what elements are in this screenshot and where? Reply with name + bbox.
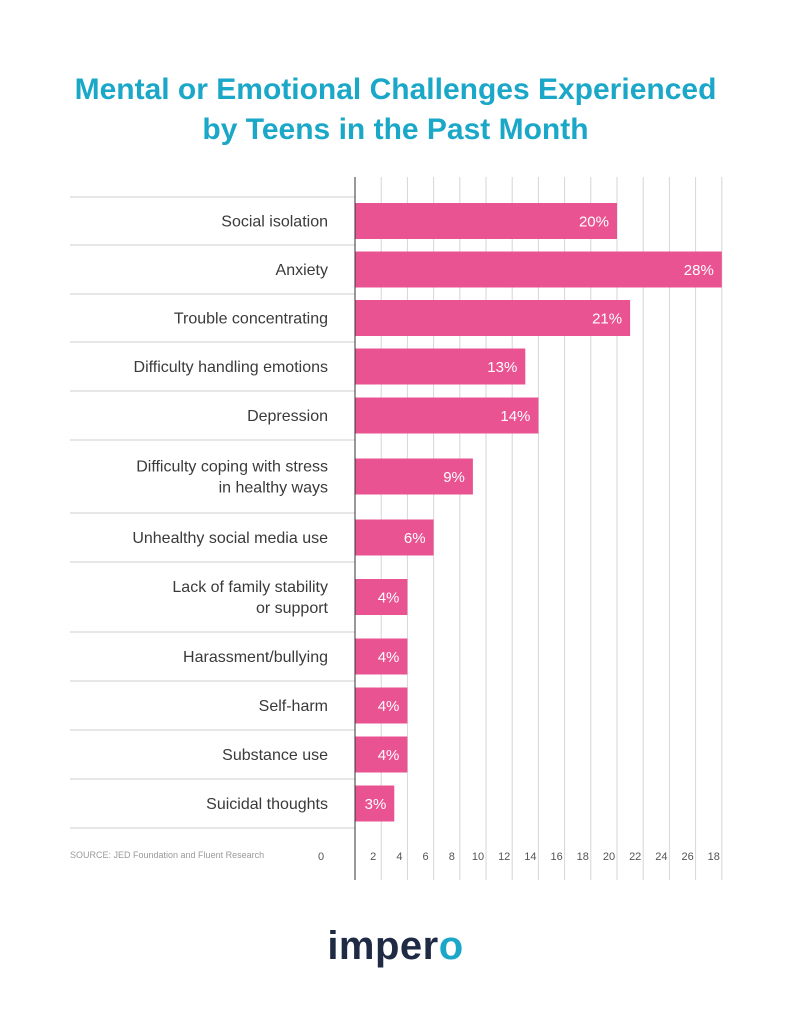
category-label-line: Self-harm <box>259 698 328 715</box>
bar <box>355 638 408 675</box>
category-label-line: Anxiety <box>276 262 328 279</box>
x-tick-label: 12 <box>498 851 510 863</box>
category-label-line: in healthy ways <box>219 480 328 497</box>
bar <box>355 687 408 724</box>
bar-value-label: 28% <box>684 262 714 279</box>
bar <box>355 348 526 385</box>
category-label: Suicidal thoughts <box>206 796 328 813</box>
row-dividers <box>70 196 355 829</box>
category-label: Difficulty handling emotions <box>134 359 328 376</box>
category-labels: Social isolation Anxiety Trouble concentra… <box>132 214 328 814</box>
bar-value-label: 14% <box>500 408 530 425</box>
source-note: SOURCE: JED Foundation and Fluent Resear… <box>70 850 264 860</box>
logo-accent: o <box>438 924 464 968</box>
x-tick-label: 0 <box>318 851 324 863</box>
category-label-line: Harassment/bullying <box>183 649 328 666</box>
bar-value-label: 13% <box>487 359 517 376</box>
category-label: Harassment/bullying <box>183 649 328 666</box>
chart-title-line-1: Mental or Emotional Challenges Experienc… <box>74 73 717 106</box>
category-label-line: Difficulty handling emotions <box>134 359 328 376</box>
x-tick-label: 22 <box>629 851 641 863</box>
category-label: Difficulty coping with stress in healthy … <box>136 459 328 497</box>
category-label: Lack of family stability or support <box>172 579 328 617</box>
bar <box>355 397 539 434</box>
bar <box>355 736 408 773</box>
category-label-line: Suicidal thoughts <box>206 796 328 813</box>
category-label: Anxiety <box>276 262 328 279</box>
bar <box>355 519 434 556</box>
x-tick-label: 16 <box>550 851 562 863</box>
category-label-line: or support <box>256 600 329 617</box>
chart-title: Mental or Emotional Challenges Experienc… <box>0 70 791 150</box>
x-tick-label: 20 <box>603 851 615 863</box>
x-tick-label: 6 <box>423 851 429 863</box>
category-label-line: Lack of family stability <box>172 579 328 596</box>
bar-value-label: 4% <box>378 747 400 764</box>
x-tick-label: 4 <box>396 851 402 863</box>
x-tick-label: 14 <box>524 851 536 863</box>
x-tick-label: 10 <box>472 851 484 863</box>
bar <box>355 251 722 288</box>
bar-value-label: 20% <box>579 214 609 231</box>
bar <box>355 203 617 239</box>
impero-logo: impero <box>0 924 791 969</box>
bar <box>355 300 631 336</box>
category-label-line: Social isolation <box>221 214 328 231</box>
category-label-line: Substance use <box>222 747 328 764</box>
bar-value-label: 9% <box>443 469 465 486</box>
category-label-line: Depression <box>247 408 328 425</box>
category-label: Social isolation <box>221 214 328 231</box>
category-label-line: Trouble concentrating <box>174 311 328 328</box>
bar-value-label: 6% <box>404 530 426 547</box>
bar-value-label: 3% <box>365 796 387 813</box>
bar <box>355 785 395 822</box>
bar-value-label: 21% <box>592 311 622 328</box>
chart-title-line-2: by Teens in the Past Month <box>202 113 589 146</box>
category-label-line: Difficulty coping with stress <box>136 459 328 476</box>
gridlines <box>380 177 723 880</box>
x-tick-label: 26 <box>681 851 693 863</box>
x-tick-label: 24 <box>655 851 667 863</box>
category-label: Unhealthy social media use <box>132 530 328 547</box>
x-tick-label: 8 <box>449 851 455 863</box>
bar <box>355 579 408 615</box>
x-tick-label: 2 <box>370 851 376 863</box>
bar-value-label: 4% <box>378 649 400 666</box>
category-label: Self-harm <box>259 698 328 715</box>
bars: 20% 28% 21% 13% 14% 9% 6% 4% 4% 4% 4% 3% <box>355 203 722 822</box>
bar-value-label: 4% <box>378 698 400 715</box>
x-axis-ticks: 0 2 4 6 8 10 12 14 16 18 20 22 24 26 18 <box>318 851 720 863</box>
category-label: Substance use <box>222 747 328 764</box>
bar-value-label: 4% <box>378 590 400 607</box>
bar <box>355 458 473 495</box>
category-label-line: Unhealthy social media use <box>132 530 328 547</box>
category-label: Trouble concentrating <box>174 311 328 328</box>
logo-text: imper <box>327 924 439 968</box>
x-tick-label: 18 <box>708 851 720 863</box>
category-label: Depression <box>247 408 328 425</box>
x-tick-label: 18 <box>577 851 589 863</box>
